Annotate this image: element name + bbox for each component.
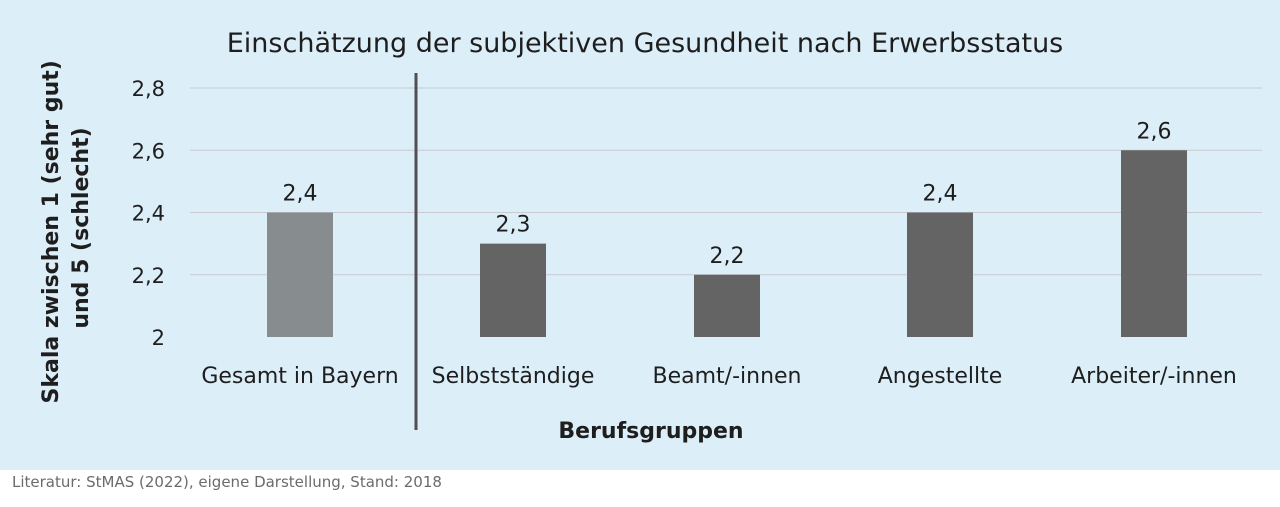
bar-value-label: 2,6 <box>1137 119 1172 144</box>
category-label: Gesamt in Bayern <box>201 364 398 389</box>
bar-value-label: 2,4 <box>923 182 958 207</box>
y-tick-label: 2,2 <box>132 264 165 288</box>
bar <box>267 212 333 337</box>
bar-value-label: 2,4 <box>283 182 318 207</box>
bar-chart: Einschätzung der subjektiven Gesundheit … <box>39 28 1262 444</box>
x-axis-title: Berufsgruppen <box>558 419 743 444</box>
category-label: Arbeiter/-innen <box>1071 364 1237 389</box>
bar <box>694 274 760 337</box>
category-labels: Gesamt in Bayern Selbstständige Beamt/-inn… <box>201 364 1237 389</box>
y-tick-label: 2,6 <box>132 139 165 163</box>
bars <box>267 150 1187 337</box>
data-labels: 2,4 2,3 2,2 2,4 2,6 <box>283 119 1172 269</box>
bar <box>480 243 546 337</box>
y-tick-label: 2,8 <box>132 77 165 101</box>
chart-panel: Einschätzung der subjektiven Gesundheit … <box>0 0 1280 470</box>
category-label: Beamt/-innen <box>653 364 802 389</box>
y-axis-title-line-2: und 5 (schlecht) <box>69 127 94 328</box>
y-axis-title: Skala zwischen 1 (sehr gut) und 5 (schle… <box>39 53 94 404</box>
y-tick-label: 2 <box>152 326 165 350</box>
bar <box>1121 150 1187 337</box>
category-label: Angestellte <box>878 364 1003 389</box>
bar <box>907 212 973 337</box>
chart-title: Einschätzung der subjektiven Gesundheit … <box>227 28 1064 59</box>
category-label: Selbstständige <box>432 364 595 389</box>
bar-value-label: 2,3 <box>496 213 531 238</box>
source-note: Literatur: StMAS (2022), eigene Darstell… <box>12 473 442 491</box>
y-tick-label: 2,4 <box>132 202 165 226</box>
bar-value-label: 2,2 <box>710 244 745 269</box>
y-axis-title-line-1: Skala zwischen 1 (sehr gut) <box>39 60 64 403</box>
y-axis-tick-labels: 2 2,2 2,4 2,6 2,8 <box>132 77 165 350</box>
